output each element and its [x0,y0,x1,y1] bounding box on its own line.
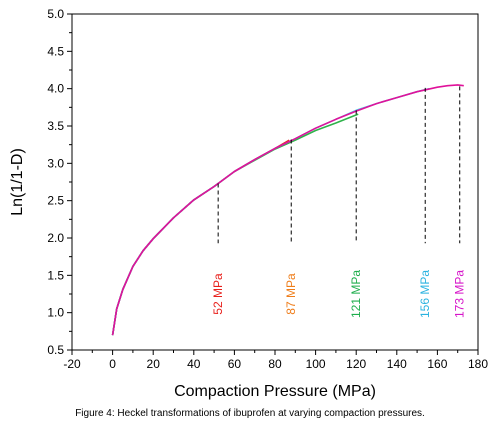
x-tick-label: 120 [346,357,366,371]
y-tick-label: 2.5 [47,194,64,208]
y-tick-label: 4.5 [47,44,64,58]
series-line-2 [111,139,290,336]
annotation-label-5: 173 MPa [453,270,467,318]
x-tick-label: -20 [63,357,81,371]
x-tick-label: 20 [147,357,161,371]
x-axis-title: Compaction Pressure (MPa) [174,383,376,400]
x-tick-label: 40 [187,357,201,371]
y-tick-label: 1.0 [47,306,64,320]
y-tick-label: 3.5 [47,119,64,133]
y-tick-label: 0.5 [47,343,64,357]
x-tick-label: 0 [109,357,116,371]
y-axis-title: Ln(1/1-D) [9,148,26,216]
annotation-label-1: 52 MPa [211,273,225,315]
annotation-label-4: 156 MPa [418,270,432,318]
series-line-3 [111,113,359,336]
y-tick-label: 4.0 [47,82,64,96]
plot-frame [71,13,479,351]
figure-caption: Figure 4: Heckel transformations of ibup… [75,408,425,419]
x-tick-label: 160 [427,357,447,371]
x-tick-label: 80 [268,357,282,371]
annotation-label-3: 121 MPa [349,270,363,318]
y-tick-label: 3.0 [47,156,64,170]
series-line-1 [111,182,219,336]
x-tick-label: 60 [228,357,242,371]
y-tick-label: 1.5 [47,268,64,282]
y-tick-label: 5.0 [47,7,64,21]
y-tick-label: 2.0 [47,231,64,245]
annotation-label-2: 87 MPa [284,273,298,315]
x-tick-label: 100 [306,357,326,371]
series-line-5 [111,84,464,336]
series-line-4 [111,87,430,336]
x-tick-label: 140 [387,357,407,371]
x-tick-label: 180 [468,357,488,371]
